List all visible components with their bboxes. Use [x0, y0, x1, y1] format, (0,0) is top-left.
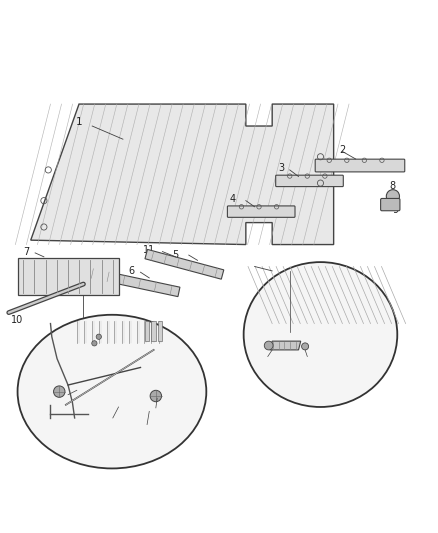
Text: 9: 9: [391, 205, 397, 215]
Text: 1: 1: [75, 117, 82, 127]
Text: 15: 15: [266, 364, 277, 373]
Text: 12: 12: [102, 416, 113, 425]
Text: 6: 6: [128, 266, 134, 276]
Polygon shape: [83, 267, 180, 297]
Circle shape: [53, 386, 65, 397]
Polygon shape: [18, 258, 118, 295]
Polygon shape: [31, 104, 333, 245]
Text: 3: 3: [277, 163, 283, 173]
Ellipse shape: [18, 315, 206, 469]
Bar: [151, 321, 155, 341]
Circle shape: [301, 343, 308, 350]
Circle shape: [385, 190, 399, 203]
Bar: [145, 321, 149, 341]
Text: 13: 13: [132, 425, 144, 434]
Ellipse shape: [243, 262, 396, 407]
FancyBboxPatch shape: [380, 198, 399, 211]
Polygon shape: [269, 341, 300, 350]
Circle shape: [92, 341, 97, 346]
Circle shape: [264, 341, 272, 350]
Text: 7: 7: [23, 247, 29, 256]
Text: 10: 10: [11, 315, 24, 325]
FancyBboxPatch shape: [314, 159, 404, 172]
FancyBboxPatch shape: [227, 206, 294, 217]
FancyBboxPatch shape: [275, 175, 343, 187]
Text: 14: 14: [154, 408, 166, 417]
Text: 11: 11: [143, 245, 155, 255]
Bar: [158, 321, 162, 341]
Polygon shape: [145, 249, 223, 279]
Circle shape: [150, 390, 161, 402]
Text: 14: 14: [49, 398, 60, 407]
Text: 16: 16: [301, 367, 312, 375]
Circle shape: [96, 334, 101, 340]
Text: 8: 8: [389, 181, 395, 191]
Text: 5: 5: [172, 250, 178, 260]
Text: 4: 4: [229, 194, 235, 204]
Text: 2: 2: [339, 145, 345, 155]
